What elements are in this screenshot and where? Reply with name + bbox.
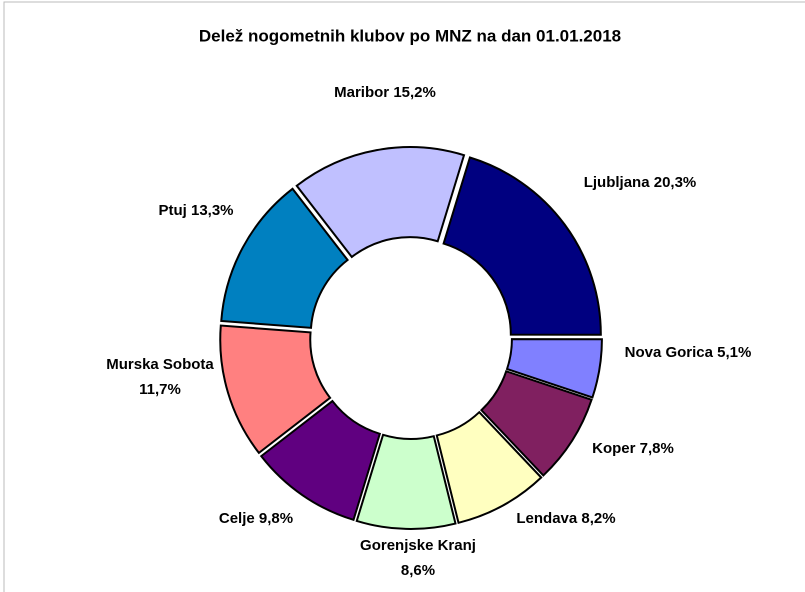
donut-slice (219, 324, 332, 455)
value-label: 15,2% (393, 84, 436, 101)
donut-slice (355, 433, 457, 530)
value-label: 11,7% (139, 381, 181, 398)
data-label: Murska Sobota 11,7% (106, 356, 214, 398)
data-label: Lendava 8,2% (516, 510, 615, 527)
donut-slice (435, 410, 543, 525)
category-name: Nova Gorica (625, 344, 714, 361)
category-name: Koper (592, 440, 636, 457)
value-label: 8,6% (401, 562, 435, 579)
donut-slice (442, 156, 602, 336)
category-name: Ptuj (158, 202, 186, 219)
donut-slice (220, 187, 350, 329)
category-name: Gorenjske Kranj (360, 537, 476, 554)
value-label: 8,2% (581, 510, 615, 527)
category-name: Ljubljana (584, 174, 650, 191)
value-label: 20,3% (654, 174, 697, 191)
donut-slice (259, 399, 382, 522)
donut-slice (505, 338, 603, 399)
category-name: Murska Sobota (106, 356, 214, 373)
data-label: Koper 7,8% (592, 440, 674, 457)
category-name: Celje (219, 510, 255, 527)
value-label: 13,3% (191, 202, 234, 219)
category-name: Lendava (516, 510, 578, 527)
value-label: 5,1% (717, 344, 751, 361)
chart-frame (3, 1, 805, 592)
category-name: Maribor (334, 84, 389, 101)
value-label: 9,8% (259, 510, 293, 527)
data-label: Maribor 15,2% (334, 84, 436, 101)
data-label: Nova Gorica 5,1% (625, 344, 752, 361)
donut-slice (295, 146, 466, 259)
chart-title: Delež nogometnih klubov po MNZ na dan 01… (199, 26, 621, 45)
data-label: Celje 9,8% (219, 510, 293, 527)
data-label: Ljubljana 20,3% (584, 174, 697, 191)
data-label: Gorenjske Kranj 8,6% (360, 537, 476, 579)
data-label: Ptuj 13,3% (158, 202, 233, 219)
value-label: 7,8% (640, 440, 674, 457)
donut-slice (480, 370, 593, 477)
